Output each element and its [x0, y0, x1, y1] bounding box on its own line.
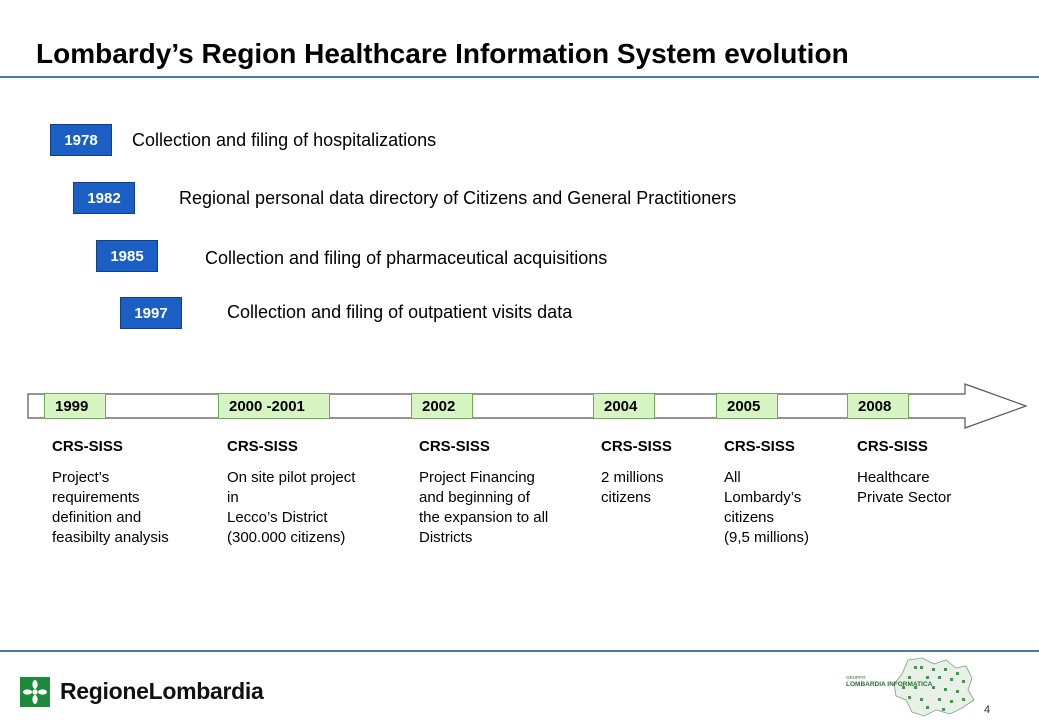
milestone-text-1978: Collection and filing of hospitalization…	[132, 130, 437, 150]
timeline-year-2008: 2008	[847, 393, 909, 419]
milestone-year-1982: 1982	[73, 182, 135, 214]
milestone-text-1982: Regional personal data directory of Citi…	[179, 188, 737, 208]
timeline-entry-2004: CRS-SISS 2 millions citizens	[601, 437, 672, 508]
timeline-entry-2008: CRS-SISS Healthcare Private Sector	[857, 437, 951, 508]
entry-heading: CRS-SISS	[857, 438, 928, 455]
footer-divider	[0, 650, 1039, 652]
entry-description: On site pilot project in Lecco’s Distric…	[227, 469, 356, 546]
entry-heading: CRS-SISS	[227, 438, 298, 455]
milestone-year-1997: 1997	[120, 297, 182, 329]
logo-informatica-text: LOMBARDIA INFORMATICA	[846, 681, 933, 688]
regione-lombardia-logo-text: RegioneLombardia	[60, 678, 264, 704]
page-title: Lombardy’s Region Healthcare Information…	[36, 38, 849, 69]
entry-description: Healthcare Private Sector	[857, 469, 952, 506]
timeline-year-2004: 2004	[593, 393, 655, 419]
timeline-year-2005: 2005	[716, 393, 778, 419]
timeline-entry-2002: CRS-SISS Project Financing and beginning…	[419, 437, 548, 548]
title-divider	[0, 76, 1039, 78]
entry-description: 2 millions citizens	[601, 469, 664, 506]
entry-description: Project Financing and beginning of the e…	[419, 469, 549, 546]
entry-description: All Lombardy’s citizens (9,5 millions)	[724, 469, 810, 546]
timeline-year-1999: 1999	[44, 393, 106, 419]
entry-heading: CRS-SISS	[52, 438, 123, 455]
regione-lombardia-logo-icon	[20, 677, 50, 707]
timeline-entry-2000-2001: CRS-SISS On site pilot project in Lecco’…	[227, 437, 355, 548]
logo-gruppo-text: GRUPPO	[846, 675, 866, 680]
timeline-entry-2005: CRS-SISS All Lombardy’s citizens (9,5 mi…	[724, 437, 809, 548]
lombardia-informatica-logo: GRUPPO LOMBARDIA INFORMATICA	[846, 657, 975, 717]
timeline-entry-1999: CRS-SISS Project’s requirements definiti…	[52, 437, 169, 548]
timeline-year-2002: 2002	[411, 393, 473, 419]
page-number: 4	[984, 704, 991, 716]
timeline-year-2000-2001: 2000 -2001	[218, 393, 330, 419]
milestone-year-1978: 1978	[50, 124, 112, 156]
entry-heading: CRS-SISS	[724, 438, 795, 455]
milestone-text-1997: Collection and filing of outpatient visi…	[227, 302, 573, 322]
milestone-text-1985: Collection and filing of pharmaceutical …	[205, 248, 608, 268]
entry-heading: CRS-SISS	[601, 438, 672, 455]
milestone-year-1985: 1985	[96, 240, 158, 272]
entry-description: Project’s requirements definition and fe…	[52, 469, 169, 546]
entry-heading: CRS-SISS	[419, 438, 490, 455]
